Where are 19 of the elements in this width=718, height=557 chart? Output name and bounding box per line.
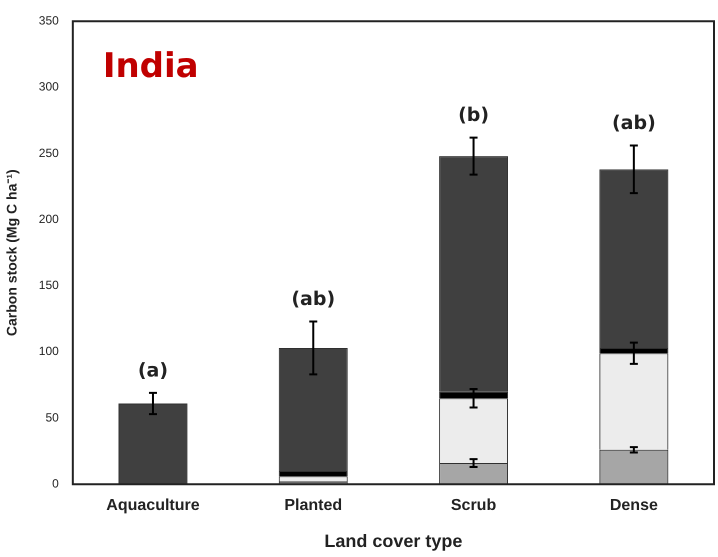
annotation: India (102, 46, 199, 86)
y-tick-label: 0 (52, 476, 60, 491)
y-tick-label: 350 (38, 14, 60, 28)
x-tick-label: Scrub (450, 497, 496, 514)
y-tick-label: 50 (45, 410, 60, 424)
annotation: (ab) (291, 288, 336, 310)
annotation: (a) (138, 359, 168, 382)
x-tick-label: Aquaculture (106, 497, 200, 514)
x-tick-label: Dense (610, 497, 658, 514)
annotation: (b) (458, 104, 490, 126)
annotation: (ab) (612, 112, 656, 134)
x-axis-title: Land cover type (324, 531, 462, 552)
y-tick-label: 250 (38, 146, 60, 160)
y-tick-label: 100 (38, 344, 60, 358)
x-tick-label: Planted (284, 497, 342, 514)
y-tick-label: 200 (38, 212, 60, 226)
y-tick-label: 150 (38, 278, 60, 292)
y-axis-title: Carbon stock (Mg C ha⁻¹) (3, 169, 20, 336)
y-tick-label: 300 (38, 80, 60, 94)
